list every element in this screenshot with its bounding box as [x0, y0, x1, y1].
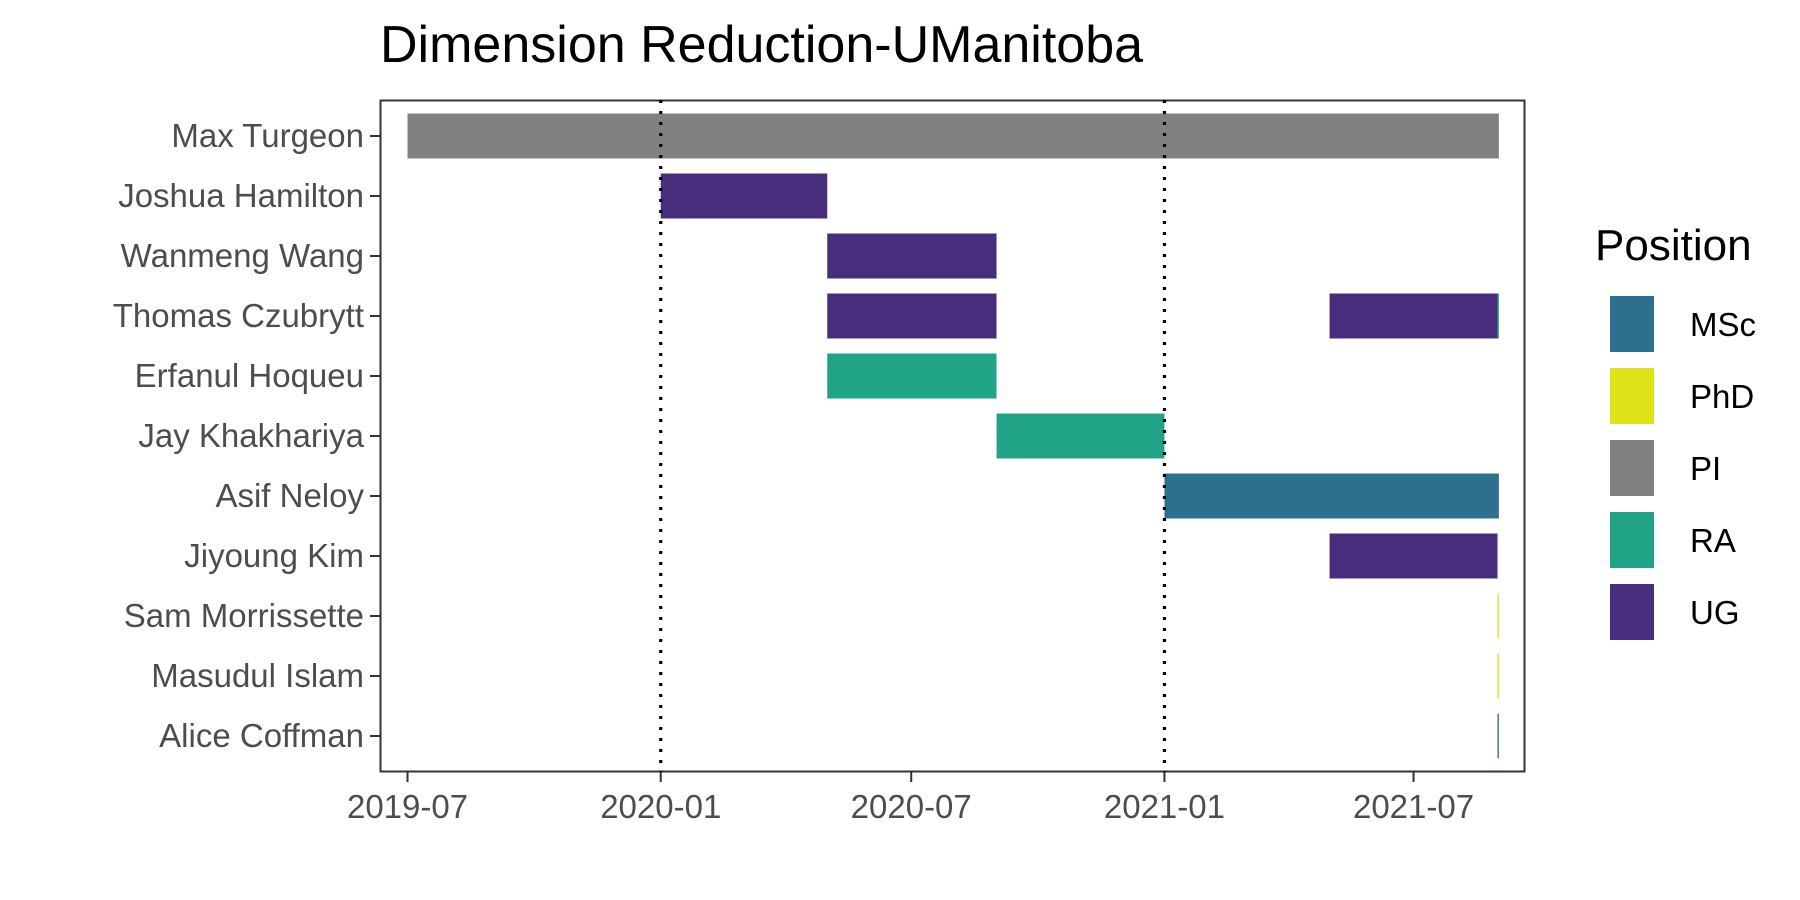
xtick-label-2021-07: 2021-07	[1353, 788, 1474, 825]
legend-label-ug: UG	[1690, 594, 1740, 631]
legend-label-msc: MSc	[1690, 306, 1756, 343]
ytick-label-asif-neloy: Asif Neloy	[215, 477, 364, 514]
ytick-label-masudul-islam: Masudul Islam	[151, 657, 364, 694]
bar-asif-neloy-msc-8	[1164, 473, 1499, 519]
xtick-label-2019-07: 2019-07	[347, 788, 468, 825]
bar-masudul-islam-phd-11	[1497, 653, 1499, 699]
xtick-label-2020-01: 2020-01	[600, 788, 721, 825]
ytick-label-sam-morrissette: Sam Morrissette	[124, 597, 364, 634]
ytick-label-jiyoung-kim: Jiyoung Kim	[184, 537, 364, 574]
bar-joshua-hamilton-ug-1	[660, 173, 828, 219]
legend: Position MSc PhD PI RA UG	[1595, 221, 1756, 640]
ytick-label-wanmeng-wang: Wanmeng Wang	[121, 237, 364, 274]
ytick-label-thomas-czubrytt: Thomas Czubrytt	[113, 297, 364, 334]
ytick-label-joshua-hamilton: Joshua Hamilton	[118, 177, 364, 214]
y-axis: Max Turgeon Joshua Hamilton Wanmeng Wang Th…	[113, 117, 380, 754]
bar-jay-khakhariya-ra-7	[996, 413, 1165, 459]
bar-erfanul-hoqueu-ra-6	[827, 353, 997, 399]
ytick-label-jay-khakhariya: Jay Khakhariya	[138, 417, 364, 454]
bar-thomas-czubrytt-ra-5	[1497, 293, 1499, 339]
x-axis: 2019-07 2020-01 2020-07 2021-01 2021-07	[347, 772, 1474, 825]
legend-swatch-ra	[1610, 512, 1654, 568]
plot-panel	[379, 99, 1526, 773]
bar-alice-coffman-msc-12	[1497, 713, 1499, 759]
xtick-label-2021-01: 2021-01	[1104, 788, 1225, 825]
legend-title: Position	[1595, 221, 1752, 270]
reference-lines	[659, 100, 1167, 772]
ytick-label-erfanul-hoqueu: Erfanul Hoqueu	[135, 357, 364, 394]
bars	[407, 113, 1499, 759]
xtick-label-2020-07: 2020-07	[851, 788, 972, 825]
legend-swatch-msc	[1610, 296, 1654, 352]
bar-jiyoung-kim-ug-9	[1329, 533, 1498, 579]
legend-label-ra: RA	[1690, 522, 1736, 559]
legend-label-pi: PI	[1690, 450, 1721, 487]
legend-swatch-pi	[1610, 440, 1654, 496]
legend-label-phd: PhD	[1690, 378, 1754, 415]
bar-thomas-czubrytt-ug-4	[1329, 293, 1498, 339]
legend-swatch-ug	[1610, 584, 1654, 640]
ytick-label-max-turgeon: Max Turgeon	[171, 117, 364, 154]
ytick-label-alice-coffman: Alice Coffman	[159, 717, 364, 754]
chart-title: Dimension Reduction-UManitoba	[380, 16, 1143, 74]
bar-wanmeng-wang-ug-2	[827, 233, 997, 279]
bar-max-turgeon-pi-0	[407, 113, 1499, 159]
legend-swatch-phd	[1610, 368, 1654, 424]
bar-sam-morrissette-phd-10	[1497, 593, 1499, 639]
bar-thomas-czubrytt-ug-3	[827, 293, 997, 339]
